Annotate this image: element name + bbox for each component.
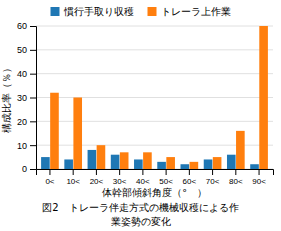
bar <box>204 159 213 169</box>
bar <box>259 26 268 169</box>
bar <box>227 155 236 169</box>
tick: 90< <box>252 169 266 186</box>
bar-series <box>50 26 268 169</box>
tick-label: 0< <box>45 177 54 186</box>
subtitle: 業姿勢の変化 <box>111 216 171 227</box>
bar <box>166 157 175 169</box>
tick-label: 50 <box>17 45 27 55</box>
bar <box>111 155 120 169</box>
grid-line <box>36 97 273 98</box>
bar <box>50 93 59 169</box>
tick-label: 10 <box>17 141 27 151</box>
plot: 0 10 20 30 40 50 60 0< 10< 20< 30< 40< 50< 60< 70< 80< 9… <box>17 21 274 185</box>
tick-mark <box>30 145 36 146</box>
chart: 0 10 20 30 40 50 60 0< 10< 20< 30< 40< 50< 60< 70< 80< 9… <box>0 0 281 231</box>
legend-label: トレーラ上作業 <box>161 6 231 17</box>
bar <box>157 162 166 169</box>
tick: 10< <box>66 169 80 186</box>
y-axis-title: 構成比率（％） <box>1 63 12 133</box>
bar <box>134 159 143 169</box>
tick-label: 20< <box>90 177 104 186</box>
tick: 50< <box>159 169 173 186</box>
grid-line <box>36 26 273 27</box>
tick-label: 60< <box>183 177 197 186</box>
tick-label: 40< <box>136 177 150 186</box>
tick: 20< <box>90 169 104 186</box>
bar <box>120 152 129 169</box>
legend-item: トレーラ上作業 <box>148 6 231 17</box>
tick: 60< <box>183 169 197 186</box>
tick-label: 0 <box>22 164 27 174</box>
tick-mark <box>30 121 36 122</box>
tick-mark <box>189 169 190 175</box>
bar <box>236 131 245 169</box>
bar <box>190 162 199 169</box>
tick-mark <box>235 169 236 175</box>
bar <box>143 152 152 169</box>
tick: 70< <box>206 169 220 186</box>
tick-mark <box>30 26 36 27</box>
legend: 慣行手取り収穫 トレーラ上作業 <box>51 6 231 17</box>
grid-line <box>36 121 273 122</box>
tick: 10 <box>17 141 36 151</box>
tick-mark <box>96 169 97 175</box>
tick-label: 30 <box>17 93 27 103</box>
legend-item: 慣行手取り収穫 <box>51 6 134 17</box>
tick-mark <box>259 169 260 175</box>
bar <box>64 159 73 169</box>
tick: 30 <box>17 93 36 103</box>
tick-mark <box>73 169 74 175</box>
y-axis: 0 10 20 30 40 50 60 <box>17 21 37 174</box>
bar <box>88 150 97 169</box>
tick: 0 <box>22 164 36 174</box>
tick: 40 <box>17 69 36 79</box>
tick: 40< <box>136 169 150 186</box>
tick-label: 40 <box>17 69 27 79</box>
tick-mark <box>119 169 120 175</box>
legend-label: 慣行手取り収穫 <box>63 6 134 17</box>
tick: 60 <box>17 21 36 31</box>
tick-label: 50< <box>159 177 173 186</box>
tick: 50 <box>17 45 36 55</box>
grid <box>36 26 273 169</box>
tick-label: 20 <box>17 117 27 127</box>
tick-mark <box>142 169 143 175</box>
legend-swatch <box>51 7 60 16</box>
tick: 20 <box>17 117 36 127</box>
axis-line <box>30 27 37 170</box>
bar <box>213 157 222 169</box>
tick-label: 70< <box>206 177 220 186</box>
tick: 80< <box>229 169 243 186</box>
tick-mark <box>166 169 167 175</box>
x-axis: 0< 10< 20< 30< 40< 50< 60< 70< 80< 90< <box>37 169 274 186</box>
bars <box>41 26 268 169</box>
bar <box>250 164 259 169</box>
tick-label: 90< <box>252 177 266 186</box>
tick-label: 10< <box>66 177 80 186</box>
bar <box>97 145 106 169</box>
title: 図2 トレーラ伴走方式の機械収穫による作 <box>42 202 238 213</box>
bar <box>73 98 82 170</box>
tick-mark <box>30 50 36 51</box>
grid-line <box>36 49 273 50</box>
tick-label: 80< <box>229 177 243 186</box>
tick-label: 30< <box>113 177 127 186</box>
tick-mark <box>30 169 36 170</box>
x-axis-title: 体幹部傾斜角度（° ） <box>102 187 207 198</box>
bar <box>41 157 50 169</box>
tick-label: 60 <box>17 21 27 31</box>
bar <box>181 164 190 169</box>
tick-mark <box>30 74 36 75</box>
tick: 30< <box>113 169 127 186</box>
tick-mark <box>212 169 213 175</box>
grid-line <box>36 73 273 74</box>
tick: 0< <box>45 169 54 186</box>
axis-line <box>37 170 274 176</box>
legend-swatch <box>148 7 157 16</box>
tick-mark <box>30 98 36 99</box>
tick-mark <box>49 169 50 175</box>
